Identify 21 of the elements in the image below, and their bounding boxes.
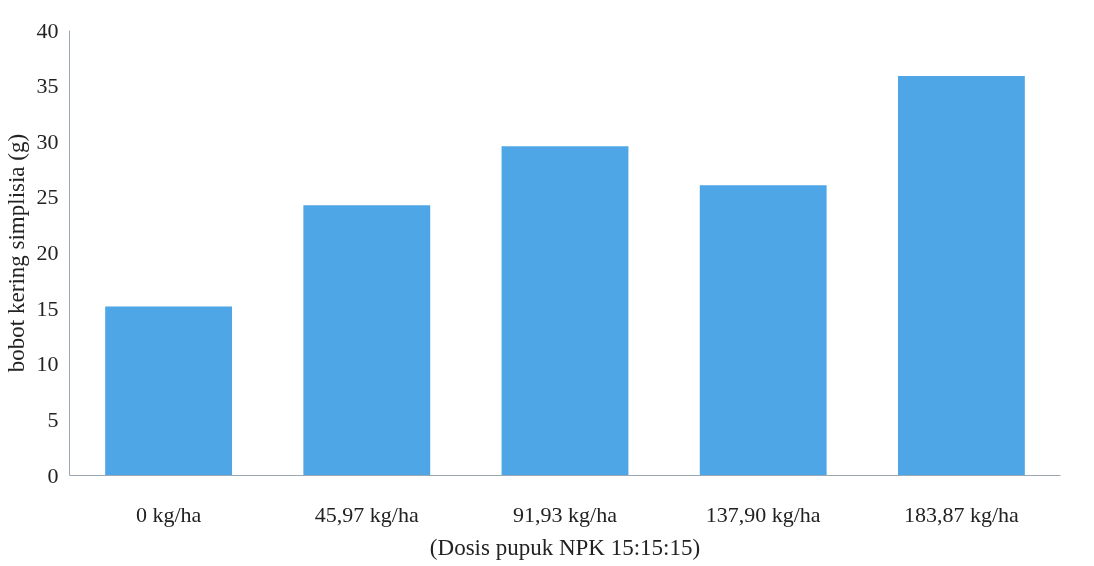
y-tick-label: 0 (47, 462, 59, 488)
y-tick-label: 5 (47, 406, 59, 432)
x-tick-label: 91,93 kg/ha (513, 501, 618, 527)
y-tick-label: 10 (36, 351, 59, 377)
x-axis-title: (Dosis pupuk NPK 15:15:15) (429, 534, 701, 560)
bar (699, 185, 827, 476)
bar (303, 205, 431, 476)
y-tick-label: 20 (36, 240, 59, 265)
bar (501, 146, 629, 476)
x-tick-label: 183,87 kg/ha (903, 501, 1020, 527)
x-tick-label: 0 kg/ha (135, 501, 202, 527)
y-tick-label: 15 (36, 295, 59, 321)
y-tick-label: 40 (36, 17, 59, 43)
y-tick-label: 25 (36, 184, 59, 210)
y-tick-label: 30 (36, 128, 59, 154)
x-tick-label: 45,97 kg/ha (314, 501, 419, 527)
bar (105, 306, 233, 476)
x-tick-label: 137,90 kg/ha (705, 501, 821, 527)
y-axis-title: bobot kering simplisia (g) (3, 133, 29, 373)
bar (897, 76, 1025, 476)
y-tick-label: 35 (36, 73, 59, 99)
